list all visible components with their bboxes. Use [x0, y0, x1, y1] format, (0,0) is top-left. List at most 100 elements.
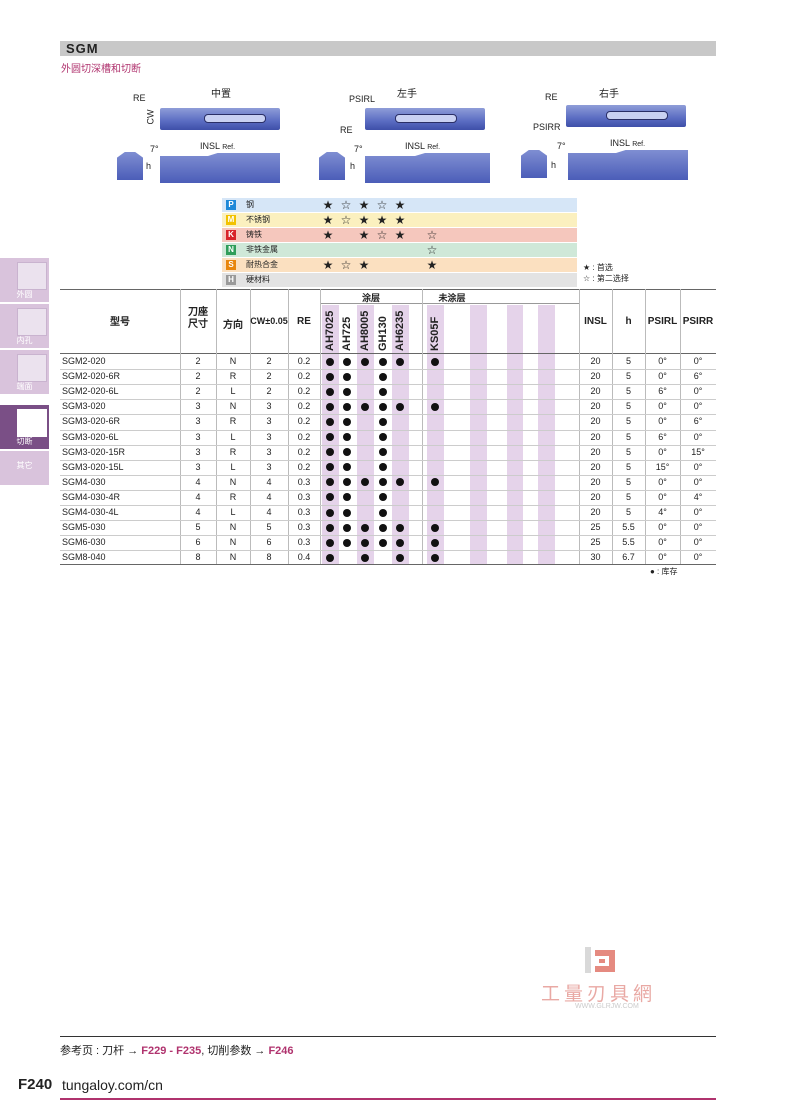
model-cell[interactable]: SGM3-020-6L	[62, 431, 119, 442]
model-cell[interactable]: SGM6-030	[62, 537, 106, 548]
material-row-k: K 铸铁 ★ ★ ☆ ★ ☆	[222, 228, 577, 242]
stock-dot	[326, 387, 334, 396]
psirr-cell: 0°	[693, 507, 703, 517]
rating-star: ☆	[376, 228, 388, 242]
cw-cell: 2	[266, 371, 272, 382]
model-cell[interactable]: SGM3-020-6R	[62, 416, 121, 427]
stock-dot	[379, 523, 387, 532]
column-divider	[288, 289, 289, 564]
h-cell: 5	[625, 356, 631, 366]
stock-dot	[326, 463, 334, 472]
stock-dot	[343, 478, 351, 487]
material-code: S	[226, 260, 236, 270]
stock-dot	[326, 493, 334, 502]
grade-header-divider	[320, 303, 579, 304]
stock-dot	[396, 478, 404, 487]
header-insl: INSL	[584, 316, 607, 327]
model-cell[interactable]: SGM4-030	[62, 476, 106, 487]
insl-cell: 20	[590, 431, 601, 442]
re-cell: 0.3	[297, 507, 311, 517]
stock-dot	[361, 538, 369, 547]
page-title: SGM	[66, 41, 99, 56]
h-cell: 5.5	[622, 537, 635, 548]
view-left-label: 左手	[397, 89, 417, 100]
grade-column-shade	[507, 305, 523, 564]
psirl-cell: 0°	[658, 491, 667, 502]
sidebar-tab-internal[interactable]: 内孔	[0, 304, 49, 350]
header-seat-size: 刀座 尺寸	[188, 307, 208, 330]
sidebar-tab-other[interactable]: 其它	[0, 451, 49, 487]
bottom-rule	[60, 1098, 716, 1100]
rating-star: ★	[322, 198, 334, 212]
stock-dot	[431, 478, 439, 487]
insert-slot	[204, 114, 266, 123]
model-cell[interactable]: SGM2-020-6R	[62, 371, 121, 382]
model-cell[interactable]: SGM4-030-4R	[62, 491, 121, 502]
material-name: 硬材料	[246, 275, 270, 284]
h-cell: 5	[625, 431, 631, 442]
grade-column-shade	[470, 305, 487, 564]
insl-label: INSL Ref.	[405, 141, 441, 151]
direction-cell: N	[229, 522, 237, 533]
stock-dot	[326, 372, 334, 381]
rating-star: ★	[394, 213, 406, 227]
model-cell[interactable]: SGM3-020-15R	[62, 446, 126, 457]
model-cell[interactable]: SGM8-040	[62, 552, 106, 563]
material-name: 钢	[246, 200, 254, 209]
stock-dot	[343, 538, 351, 547]
column-divider	[579, 289, 580, 564]
insl-cell: 20	[590, 461, 601, 472]
ref-params-link[interactable]: F246	[268, 1045, 294, 1057]
direction-cell: N	[229, 401, 237, 412]
stock-dot	[326, 433, 334, 441]
psirl-cell: 0°	[658, 446, 667, 457]
row-divider	[60, 429, 716, 431]
watermark-url: WWW.GLRJW.COM	[575, 1003, 639, 1010]
grade-header-ah7025: AH7025	[324, 310, 336, 351]
row-divider	[60, 444, 716, 446]
insl-cell: 25	[590, 522, 601, 533]
material-row-m: M 不锈钢 ★ ☆ ★ ★ ★	[222, 213, 577, 227]
ref-holder-link[interactable]: F229 - F235	[141, 1045, 202, 1057]
sidebar-tab-external[interactable]: 外圆	[0, 258, 49, 304]
site-url[interactable]: tungaloy.com/cn	[62, 1077, 163, 1093]
h-cell: 5	[625, 446, 631, 457]
direction-cell: L	[230, 431, 236, 442]
model-cell[interactable]: SGM3-020	[62, 401, 106, 412]
header-coated: 涂层	[361, 293, 380, 303]
insl-cell: 20	[590, 491, 601, 502]
model-cell[interactable]: SGM3-020-15L	[62, 461, 124, 472]
model-cell[interactable]: SGM5-030	[62, 522, 106, 533]
model-cell[interactable]: SGM2-020-6L	[62, 386, 119, 397]
cw-cell: 3	[266, 401, 272, 412]
stock-dot	[326, 538, 334, 547]
direction-cell: N	[229, 476, 237, 487]
material-name: 铸铁	[246, 230, 262, 239]
psirl-cell: 0°	[658, 371, 667, 382]
material-row-p: P 钢 ★ ☆ ★ ☆ ★	[222, 198, 577, 212]
material-code: K	[226, 230, 236, 240]
table-bottom-border	[60, 564, 716, 565]
h-cell: 6.7	[622, 552, 635, 563]
stock-dot	[396, 538, 404, 547]
stock-dot	[343, 372, 351, 381]
internal-boring-icon	[17, 308, 47, 336]
sidebar-tab-label: 切断	[16, 437, 33, 446]
psirl-cell: 0°	[658, 552, 667, 563]
insert-center	[160, 108, 280, 130]
insl-label: INSL Ref.	[610, 138, 646, 148]
row-divider	[60, 520, 716, 522]
header-psirr: PSIRR	[682, 316, 714, 327]
holder-center	[160, 153, 280, 183]
h-cell: 5	[625, 401, 631, 412]
psirr-cell: 0°	[693, 356, 703, 366]
model-cell[interactable]: SGM2-020	[62, 356, 106, 366]
sidebar-tab-face[interactable]: 端面	[0, 350, 49, 396]
model-cell[interactable]: SGM4-030-4L	[62, 507, 119, 517]
header-psirl: PSIRL	[647, 316, 678, 327]
row-divider	[60, 505, 716, 506]
sidebar-tab-cutoff[interactable]: 切断	[0, 405, 49, 451]
stock-dot	[396, 402, 404, 411]
product-table: 型号 刀座 尺寸 方向 CW±0.05 RE 涂层 未涂层 INSL h PSIRL PSIRR AH…	[60, 289, 716, 565]
row-divider	[60, 399, 716, 401]
